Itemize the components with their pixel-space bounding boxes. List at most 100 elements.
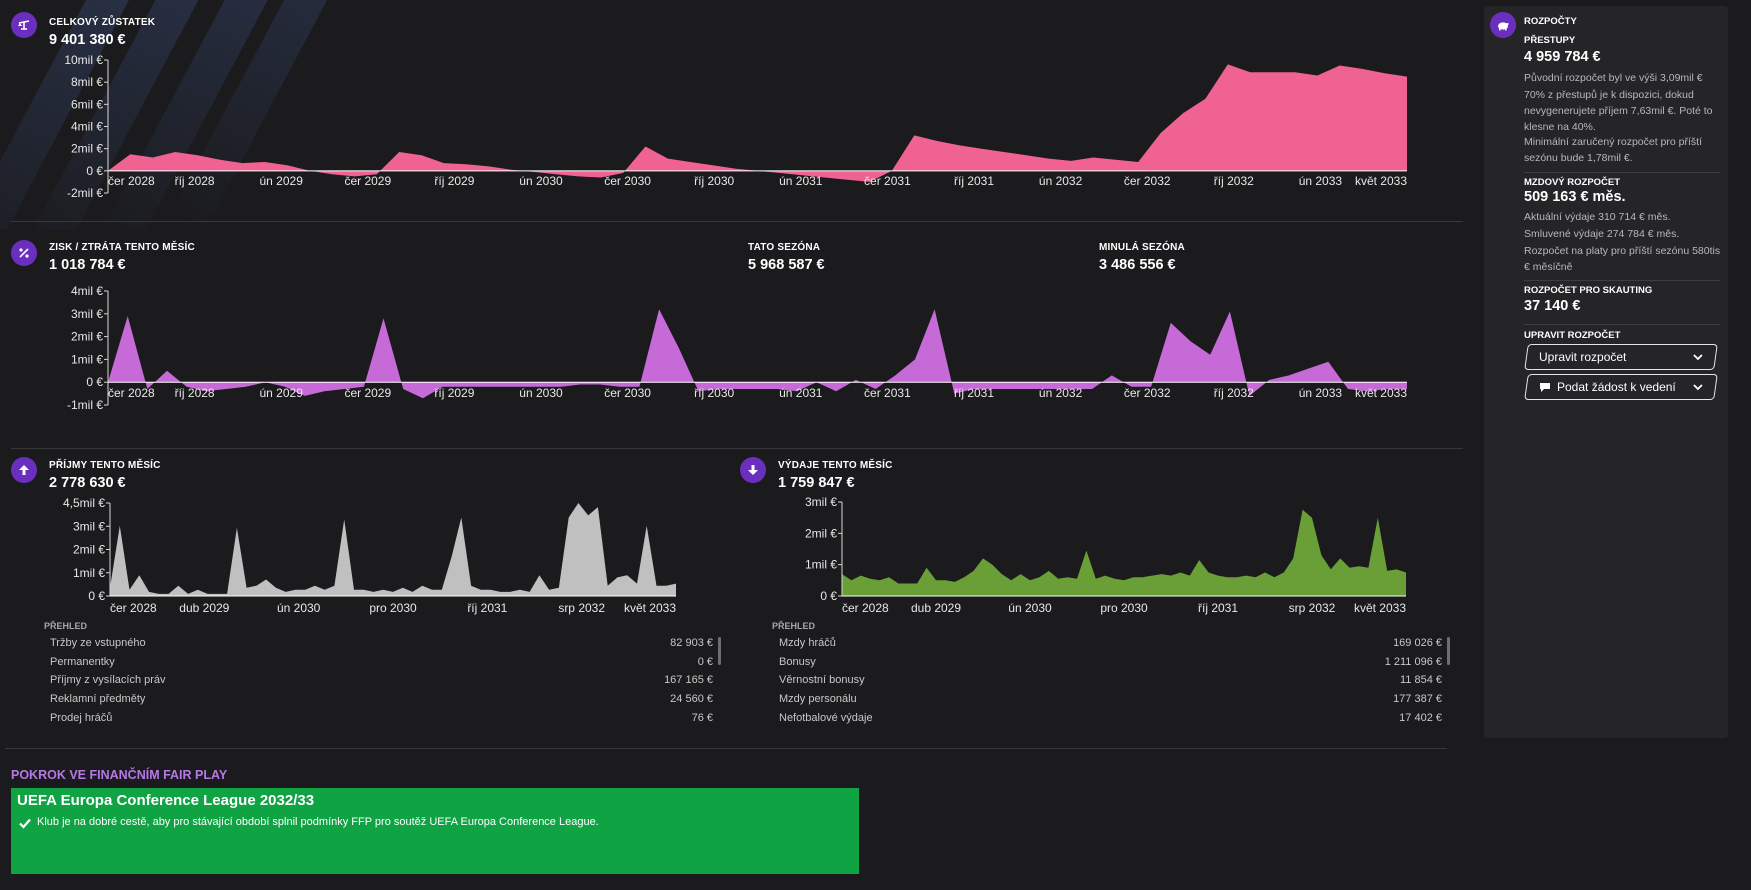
- separator: [1524, 280, 1720, 281]
- chevron-down-icon: [1693, 353, 1703, 360]
- transfers-value: 4 959 784 €: [1524, 49, 1601, 65]
- x-tick-label: ún 2031: [779, 174, 823, 188]
- overview-row-value: 17 402 €: [1399, 711, 1442, 724]
- y-tick-label: 1mil €: [73, 566, 105, 580]
- transfers-note: Minimální zaručený rozpočet pro příští s…: [1524, 136, 1702, 164]
- request-board-button-label: Podat žádost k vedení: [1557, 380, 1676, 394]
- y-tick-label: 8mil €: [71, 75, 103, 89]
- x-tick-label: čer 2029: [344, 386, 391, 400]
- x-tick-label: říj 2029: [434, 174, 474, 188]
- income-overview-title: PŘEHLED: [44, 621, 88, 631]
- overview-row-value: 177 387 €: [1393, 693, 1442, 706]
- y-tick-label: 2mil €: [71, 330, 103, 344]
- chart-area: [108, 64, 1407, 182]
- x-tick-label: říj 2029: [434, 386, 474, 400]
- last-season-label: MINULÁ SEZÓNA: [1099, 242, 1185, 253]
- checkmark-icon: [19, 818, 31, 829]
- overview-row: Reklamní předměty 24 560 €: [50, 693, 713, 711]
- overview-row: Bonusy 1 211 096 €: [779, 656, 1442, 674]
- wage-label: MZDOVÝ ROZPOČET: [1524, 177, 1621, 188]
- x-tick-label: květ 2033: [1355, 386, 1407, 400]
- overview-row-label: Věrnostní bonusy: [779, 674, 865, 687]
- profit-value: 1 018 784 €: [49, 257, 126, 273]
- chart-area: [110, 503, 676, 596]
- x-tick-label: říj 2028: [175, 386, 215, 400]
- overview-row-value: 1 211 096 €: [1384, 655, 1442, 668]
- x-tick-label: čer 2028: [108, 174, 155, 188]
- adjust-budget-button[interactable]: Upravit rozpočet: [1524, 344, 1718, 370]
- x-tick-label: ún 2030: [519, 174, 563, 188]
- percent-icon: [11, 240, 37, 266]
- separator: [1524, 172, 1720, 173]
- y-tick-label: 1mil €: [71, 352, 103, 366]
- x-tick-label: květ 2033: [624, 601, 676, 615]
- x-tick-label: čer 2028: [110, 601, 157, 615]
- overview-row: Mzdy hráčů 169 026 €: [779, 637, 1442, 655]
- x-tick-label: čer 2032: [1124, 174, 1171, 188]
- y-tick-label: 1mil €: [805, 558, 837, 572]
- expenses-scrollbar[interactable]: [1447, 637, 1450, 665]
- request-board-button[interactable]: Podat žádost k vedení: [1524, 374, 1718, 400]
- balance-chart: 10mil € 8mil € 6mil € 4mil € 2mil € 0 € -2mil …: [64, 53, 1407, 200]
- overview-row-label: Příjmy z vysílacích práv: [50, 674, 166, 687]
- profit-label: ZISK / ZTRÁTA TENTO MĚSÍC: [49, 242, 195, 253]
- overview-row-value: 11 854 €: [1399, 674, 1442, 687]
- overview-row-value: 76 €: [691, 711, 713, 724]
- overview-row-label: Reklamní předměty: [50, 693, 146, 706]
- x-tick-label: květ 2033: [1354, 601, 1406, 615]
- y-tick-label: 4mil €: [71, 120, 103, 134]
- expenses-chart: 3mil € 2mil € 1mil € 0 € čer 2028 dub 2029 ún …: [805, 495, 1406, 615]
- overview-row: Věrnostní bonusy 11 854 €: [779, 674, 1442, 692]
- x-tick-label: dub 2029: [911, 601, 961, 615]
- overview-row: Prodej hráčů 76 €: [50, 712, 713, 730]
- y-tick-label: 0 €: [86, 375, 103, 389]
- x-tick-label: ún 2033: [1299, 174, 1343, 188]
- y-tick-label: 0 €: [88, 589, 105, 603]
- transfers-note: 70% z přestupů je k dispozici, dokud nev…: [1524, 89, 1713, 133]
- x-tick-label: ún 2032: [1039, 386, 1083, 400]
- wage-note: Rozpočet na platy pro příští sezónu 580t…: [1524, 245, 1721, 273]
- income-scrollbar[interactable]: [718, 637, 721, 665]
- ffp-message: Klub je na dobré cestě, aby pro stávajíc…: [37, 816, 599, 828]
- overview-row: Mzdy personálu 177 387 €: [779, 693, 1442, 711]
- overview-row: Permanentky 0 €: [50, 656, 713, 674]
- x-tick-label: čer 2028: [108, 386, 155, 400]
- x-tick-label: čer 2031: [864, 174, 911, 188]
- overview-row-value: 24 560 €: [670, 693, 713, 706]
- chart-area: [108, 309, 1407, 399]
- overview-row-label: Mzdy hráčů: [779, 637, 836, 649]
- overview-row-value: 167 165 €: [664, 674, 713, 687]
- overview-row-value: 82 903 €: [670, 637, 713, 649]
- x-tick-label: čer 2030: [604, 174, 651, 188]
- wage-note: Smluvené výdaje 274 784 € měs.: [1524, 228, 1680, 240]
- overview-row-value: 0 €: [697, 655, 713, 668]
- x-tick-label: čer 2028: [842, 601, 889, 615]
- divider: [11, 221, 1463, 222]
- x-tick-label: pro 2030: [369, 601, 417, 615]
- x-tick-label: dub 2029: [179, 601, 229, 615]
- y-tick-label: 3mil €: [71, 307, 103, 321]
- x-tick-label: ún 2032: [1039, 174, 1083, 188]
- last-season-value: 3 486 556 €: [1099, 257, 1176, 273]
- overview-row-value: 169 026 €: [1393, 637, 1442, 649]
- x-tick-label: čer 2029: [344, 174, 391, 188]
- y-tick-label: 10mil €: [64, 53, 103, 67]
- x-tick-label: ún 2030: [277, 601, 321, 615]
- chart-area: [842, 509, 1406, 596]
- x-tick-label: srp 2032: [1289, 601, 1336, 615]
- x-tick-label: říj 2032: [1214, 386, 1254, 400]
- x-tick-label: říj 2030: [694, 174, 734, 188]
- x-tick-label: říj 2031: [1198, 601, 1238, 615]
- x-tick-label: říj 2031: [954, 386, 994, 400]
- x-tick-label: ún 2031: [779, 386, 823, 400]
- x-tick-label: srp 2032: [558, 601, 605, 615]
- y-tick-label: 4mil €: [71, 284, 103, 298]
- piggy-bank-icon: [1490, 12, 1516, 38]
- ffp-card: UEFA Europa Conference League 2032/33 Kl…: [11, 788, 859, 874]
- profit-chart: 4mil € 3mil € 2mil € 1mil € 0 € -1mil € čer 20…: [67, 284, 1407, 412]
- overview-row-label: Tržby ze vstupného: [50, 637, 146, 649]
- divider: [5, 748, 1447, 749]
- expenses-overview-title: PŘEHLED: [772, 621, 816, 631]
- overview-row-label: Mzdy personálu: [779, 693, 857, 706]
- x-tick-label: říj 2028: [175, 174, 215, 188]
